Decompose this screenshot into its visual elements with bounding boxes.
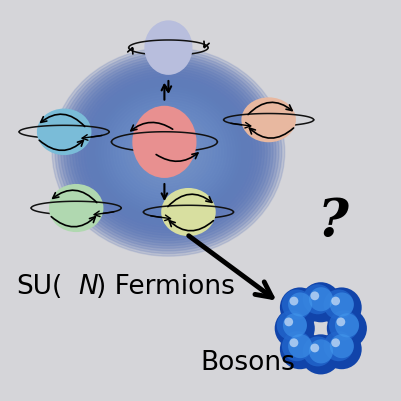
Circle shape bbox=[324, 290, 354, 320]
Ellipse shape bbox=[75, 69, 261, 236]
Ellipse shape bbox=[134, 121, 203, 184]
Ellipse shape bbox=[122, 111, 215, 194]
Circle shape bbox=[322, 329, 362, 369]
Ellipse shape bbox=[131, 119, 206, 186]
Circle shape bbox=[303, 284, 333, 314]
Circle shape bbox=[310, 344, 319, 352]
Circle shape bbox=[275, 308, 315, 348]
Circle shape bbox=[303, 336, 333, 367]
Ellipse shape bbox=[104, 95, 233, 210]
Ellipse shape bbox=[90, 82, 247, 223]
Circle shape bbox=[288, 334, 312, 358]
Ellipse shape bbox=[140, 126, 197, 178]
Circle shape bbox=[336, 318, 345, 326]
Ellipse shape bbox=[107, 98, 229, 207]
Ellipse shape bbox=[52, 49, 285, 257]
Ellipse shape bbox=[61, 56, 276, 249]
Circle shape bbox=[277, 310, 307, 340]
Circle shape bbox=[290, 297, 298, 306]
Ellipse shape bbox=[101, 93, 235, 212]
Circle shape bbox=[322, 288, 362, 328]
Circle shape bbox=[324, 331, 354, 361]
Ellipse shape bbox=[241, 98, 296, 143]
Circle shape bbox=[309, 340, 333, 363]
Circle shape bbox=[282, 290, 312, 320]
Circle shape bbox=[284, 318, 293, 326]
Circle shape bbox=[331, 297, 340, 306]
Ellipse shape bbox=[67, 61, 270, 243]
Ellipse shape bbox=[113, 103, 224, 202]
Ellipse shape bbox=[81, 75, 256, 231]
Circle shape bbox=[290, 338, 298, 347]
Ellipse shape bbox=[37, 109, 91, 156]
Circle shape bbox=[309, 288, 333, 312]
Ellipse shape bbox=[70, 64, 267, 241]
Circle shape bbox=[330, 293, 354, 317]
Ellipse shape bbox=[110, 101, 227, 205]
Ellipse shape bbox=[132, 107, 196, 178]
Text: ?: ? bbox=[318, 195, 348, 246]
Ellipse shape bbox=[128, 116, 209, 189]
Ellipse shape bbox=[136, 124, 200, 181]
Circle shape bbox=[327, 308, 367, 348]
Circle shape bbox=[283, 314, 307, 338]
Ellipse shape bbox=[119, 108, 218, 197]
Ellipse shape bbox=[144, 21, 192, 76]
Ellipse shape bbox=[96, 87, 241, 217]
Ellipse shape bbox=[161, 188, 216, 237]
Circle shape bbox=[331, 338, 340, 347]
Ellipse shape bbox=[49, 184, 103, 233]
Ellipse shape bbox=[55, 51, 282, 254]
Circle shape bbox=[335, 314, 359, 338]
Circle shape bbox=[280, 329, 320, 369]
Circle shape bbox=[330, 334, 354, 358]
Ellipse shape bbox=[58, 54, 279, 251]
Circle shape bbox=[329, 310, 359, 340]
Ellipse shape bbox=[73, 67, 264, 238]
Text: Bosons: Bosons bbox=[200, 350, 296, 375]
Circle shape bbox=[301, 334, 341, 375]
Text: SU(: SU( bbox=[16, 273, 62, 300]
Ellipse shape bbox=[64, 59, 273, 246]
Circle shape bbox=[301, 282, 341, 322]
Ellipse shape bbox=[84, 77, 253, 228]
Ellipse shape bbox=[93, 85, 244, 220]
Ellipse shape bbox=[125, 113, 212, 192]
Circle shape bbox=[280, 288, 320, 328]
Ellipse shape bbox=[78, 72, 259, 233]
Ellipse shape bbox=[87, 80, 250, 225]
Text: ) Fermions: ) Fermions bbox=[96, 273, 235, 300]
Circle shape bbox=[310, 292, 319, 300]
Circle shape bbox=[282, 331, 312, 361]
Text: N: N bbox=[78, 273, 98, 300]
Ellipse shape bbox=[116, 106, 221, 199]
Circle shape bbox=[288, 293, 312, 317]
Ellipse shape bbox=[99, 90, 238, 215]
